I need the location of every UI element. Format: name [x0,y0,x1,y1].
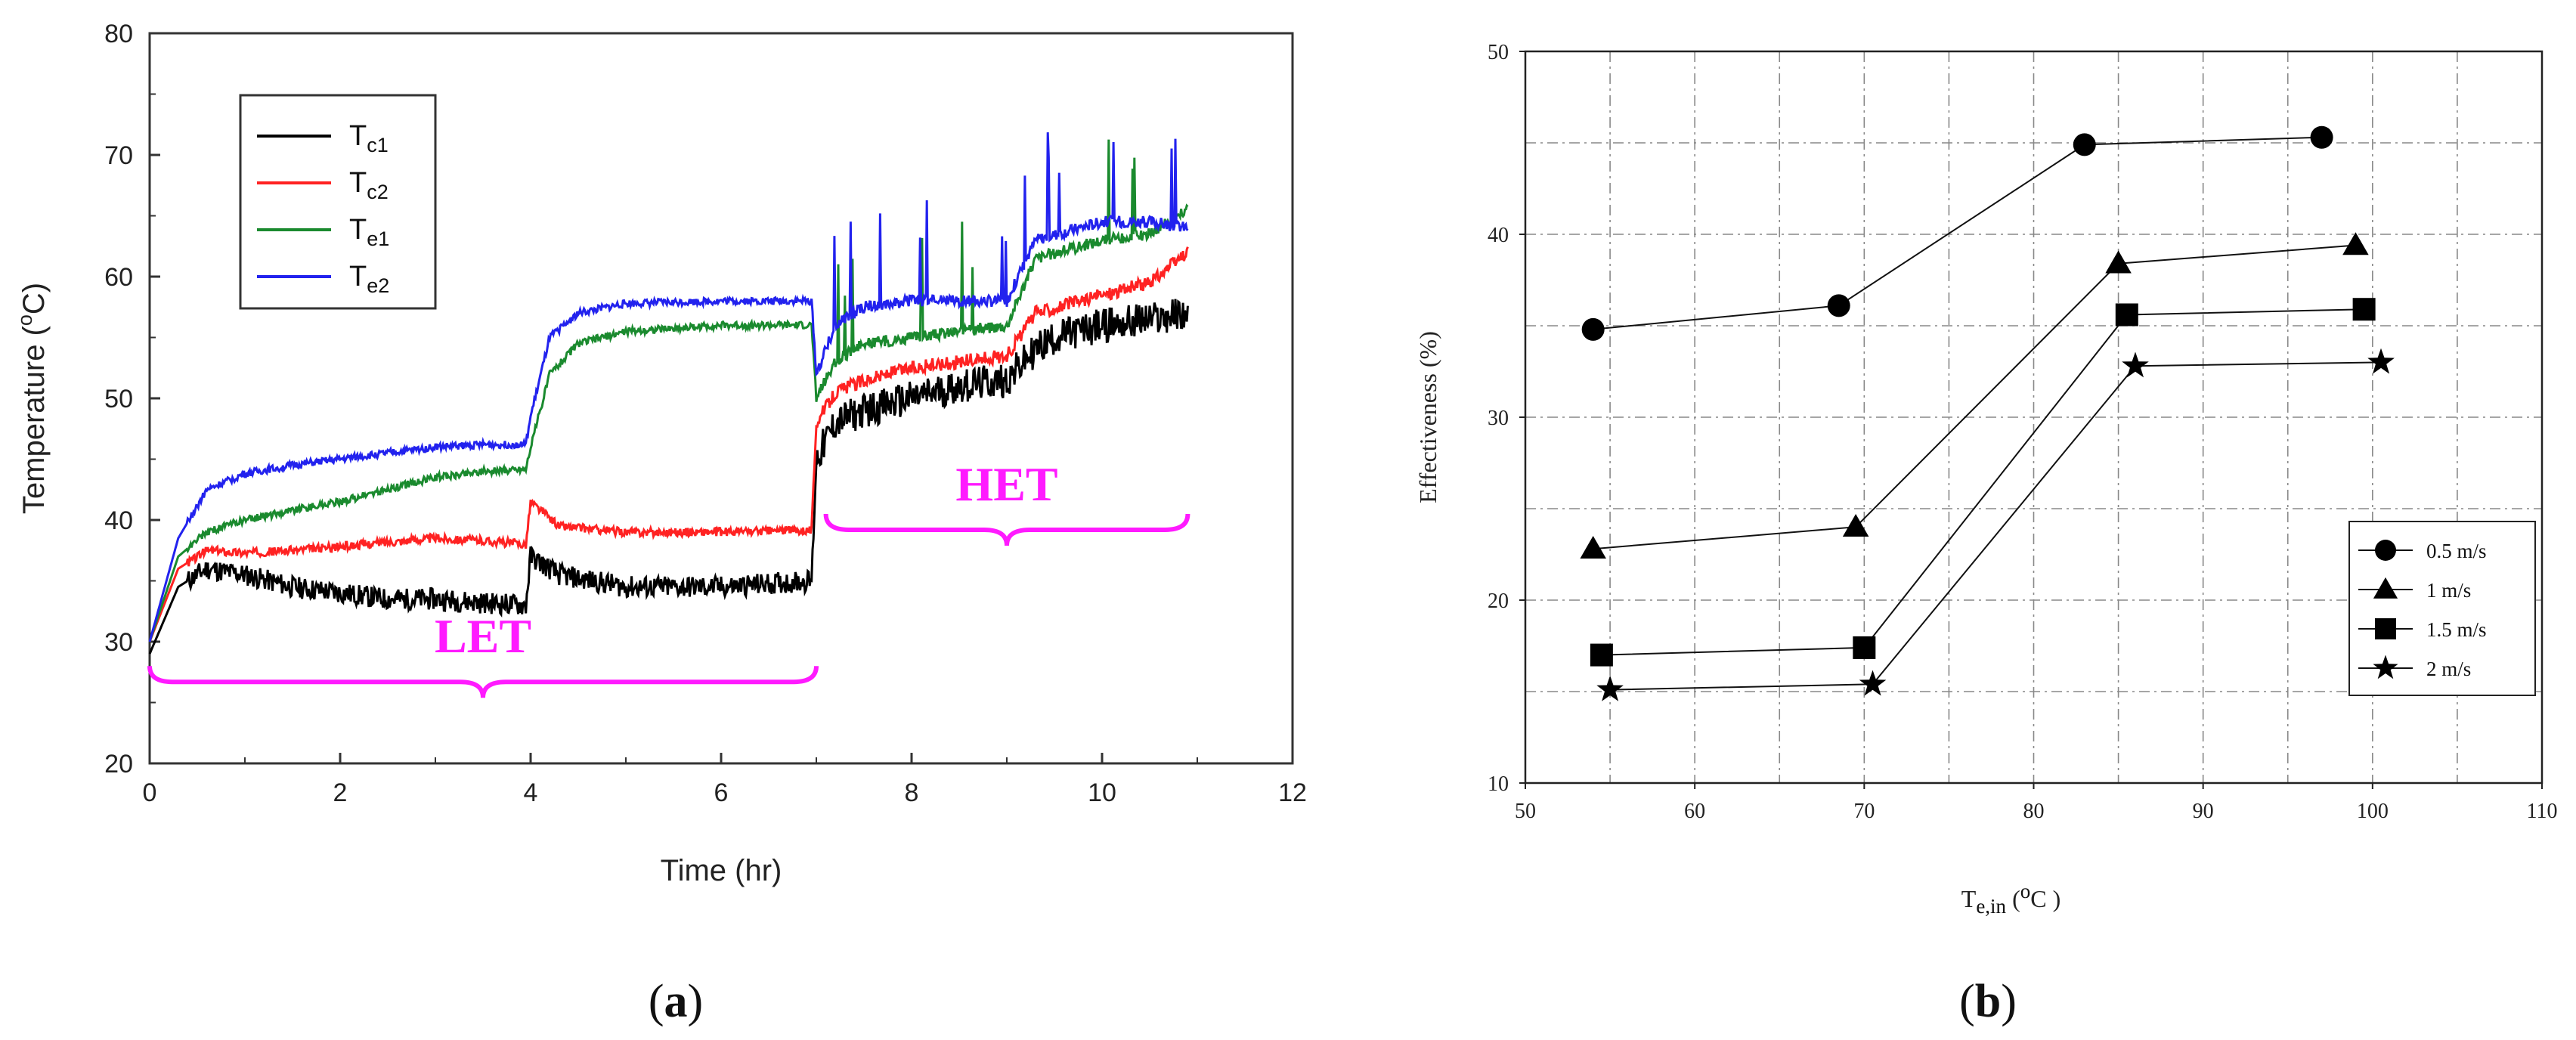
data-point-2-m-s [2122,351,2149,378]
legend-b: 0.5 m/s 1 m/s 1.5 m/s 2 m/s [2348,521,2536,696]
data-point-2-m-s [1859,670,1887,696]
data-point-1-5-m-s [1590,643,1613,667]
x-axis-label-a: Time (hr) [661,854,782,887]
y-tick-label-a: 50 [104,385,133,413]
x-tick-label-b: 90 [2193,800,2214,823]
x-tick-label-a: 6 [714,778,729,807]
x-tick-label-a: 12 [1278,778,1307,807]
legend-label-tc2: Tc2 [349,167,389,203]
x-tick-label-a: 10 [1088,778,1116,807]
x-tick-label-b: 60 [1684,800,1705,823]
brace-label-let: LET [435,609,531,663]
y-tick-label-b: 10 [1488,772,1509,796]
series-line-1-m-s [1593,244,2356,550]
x-tick-label-b: 70 [1853,800,1875,823]
legend-label-te2: Te2 [349,261,389,297]
x-tick-label-b: 110 [2527,800,2558,823]
legend-label-1-m-s: 1 m/s [2426,579,2471,602]
legend-marker-1-5-m-s [2375,618,2396,639]
data-point-1-5-m-s [2115,303,2138,327]
legend-marker-1-m-s [2373,577,2398,599]
series-line-1-5-m-s [1601,308,2364,656]
data-point-1-5-m-s [2352,298,2376,321]
series-line-2-m-s [1610,361,2382,691]
data-point-1-m-s [1842,513,1869,537]
y-tick-label-a: 20 [104,750,133,778]
panel-label-a: (a) [649,976,703,1027]
y-tick-label-a: 30 [104,628,133,657]
data-point-1-m-s [2105,250,2132,274]
chart-b: 50 60 70 80 90 100 110 10 20 30 40 50 Te,in (oC ) Eff… [1414,41,2557,1027]
y-tick-label-a: 60 [104,263,133,292]
chart-a: 0 2 4 6 8 10 12 20 30 40 50 60 70 80 Time (hr) Temperat… [14,20,1307,1027]
data-point-0-5-m-s [2310,125,2333,149]
series-line-0-5-m-s [1593,136,2322,330]
legend-box-a [239,94,437,310]
data-point-2-m-s [1596,675,1624,701]
x-axis-label-b: Te,in (oC ) [1961,880,2060,918]
legend-label-0-5-m-s: 0.5 m/s [2426,540,2487,562]
data-point-1-5-m-s [1853,636,1876,659]
y-tick-label-a: 80 [104,20,133,48]
x-tick-label-a: 2 [333,778,348,807]
brace-label-het: HET [955,457,1057,511]
data-point-2-m-s [2367,348,2395,374]
y-axis-label-a: Temperature (oC) [14,283,51,514]
y-tick-label-a: 70 [104,141,133,170]
data-point-0-5-m-s [1581,317,1605,341]
series-line-tc2 [148,246,1189,642]
data-point-1-m-s [2342,232,2369,255]
series-line-tc1 [148,299,1189,655]
data-point-0-5-m-s [1827,294,1850,317]
data-point-0-5-m-s [2073,133,2096,156]
x-tick-label-b: 50 [1515,800,1536,823]
legend-label-1-5-m-s: 1.5 m/s [2426,618,2487,641]
x-tick-label-b: 80 [2023,800,2045,823]
x-tick-label-b: 100 [2357,800,2389,823]
brace-let [147,665,819,698]
series-line-te2 [148,132,1189,642]
brace-het [823,513,1190,546]
x-tick-label-a: 8 [905,778,919,807]
y-tick-label-b: 50 [1488,41,1509,64]
legend-marker-0-5-m-s [2375,540,2396,561]
series-line-te1 [148,139,1189,642]
x-tick-label-a: 0 [143,778,157,807]
legend-label-te1: Te1 [349,214,389,250]
y-tick-label-a: 40 [104,506,133,535]
legend-label-2-m-s: 2 m/s [2426,658,2471,680]
y-tick-label-b: 30 [1488,407,1509,430]
y-tick-label-b: 20 [1488,590,1509,613]
legend-marker-2-m-s [2373,655,2398,679]
legend-label-tc1: Tc1 [349,120,389,156]
y-axis-label-b: Effectiveness (%) [1414,331,1441,503]
legend-a: Tc1 Tc2 Te1 Te2 [239,94,437,310]
panel-label-b: (b) [1959,976,2017,1027]
y-tick-label-b: 40 [1488,224,1509,247]
x-tick-label-a: 4 [524,778,538,807]
data-point-1-m-s [1580,535,1606,559]
